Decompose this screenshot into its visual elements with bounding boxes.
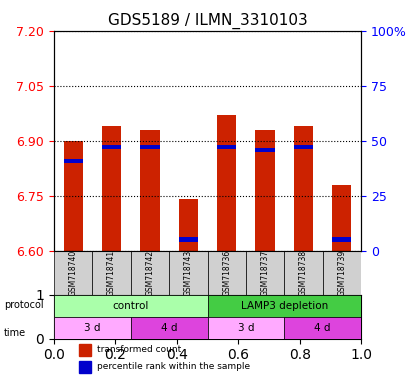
FancyBboxPatch shape xyxy=(208,295,361,317)
Text: GSM718737: GSM718737 xyxy=(261,250,270,296)
FancyBboxPatch shape xyxy=(323,251,361,295)
Bar xyxy=(63,141,83,251)
FancyBboxPatch shape xyxy=(54,295,208,317)
Bar xyxy=(78,361,91,372)
FancyBboxPatch shape xyxy=(54,251,93,295)
Text: 3 d: 3 d xyxy=(84,323,100,333)
Bar xyxy=(63,159,83,164)
Text: percentile rank within the sample: percentile rank within the sample xyxy=(97,362,250,371)
Text: 4 d: 4 d xyxy=(161,323,177,333)
Text: GSM718742: GSM718742 xyxy=(145,250,154,296)
FancyBboxPatch shape xyxy=(93,251,131,295)
Text: LAMP3 depletion: LAMP3 depletion xyxy=(241,301,328,311)
Bar xyxy=(217,115,236,251)
Bar xyxy=(140,145,159,149)
Text: GSM718741: GSM718741 xyxy=(107,250,116,296)
Text: protocol: protocol xyxy=(4,300,44,310)
Text: GSM718739: GSM718739 xyxy=(337,250,347,296)
Bar xyxy=(256,130,275,251)
Text: control: control xyxy=(112,301,149,311)
Text: transformed count: transformed count xyxy=(97,346,181,354)
Bar xyxy=(256,148,275,152)
Text: 3 d: 3 d xyxy=(238,323,254,333)
Bar xyxy=(140,130,159,251)
Bar xyxy=(332,237,352,242)
Text: 4 d: 4 d xyxy=(315,323,331,333)
Bar xyxy=(102,145,121,149)
FancyBboxPatch shape xyxy=(54,317,131,339)
Bar xyxy=(294,145,313,149)
Bar xyxy=(78,344,91,356)
FancyBboxPatch shape xyxy=(208,251,246,295)
FancyBboxPatch shape xyxy=(169,251,208,295)
Text: GSM718740: GSM718740 xyxy=(68,250,78,296)
Bar xyxy=(179,237,198,242)
FancyBboxPatch shape xyxy=(284,317,361,339)
FancyBboxPatch shape xyxy=(246,251,284,295)
FancyBboxPatch shape xyxy=(131,251,169,295)
Bar xyxy=(217,145,236,149)
Bar xyxy=(102,126,121,251)
Text: GSM718736: GSM718736 xyxy=(222,250,231,296)
FancyBboxPatch shape xyxy=(208,317,284,339)
Bar xyxy=(179,199,198,251)
Bar xyxy=(332,185,352,251)
Text: time: time xyxy=(4,328,26,338)
FancyBboxPatch shape xyxy=(284,251,323,295)
Title: GDS5189 / ILMN_3310103: GDS5189 / ILMN_3310103 xyxy=(107,13,308,29)
Text: GSM718743: GSM718743 xyxy=(184,250,193,296)
FancyBboxPatch shape xyxy=(131,317,208,339)
Bar xyxy=(294,126,313,251)
Text: GSM718738: GSM718738 xyxy=(299,250,308,296)
